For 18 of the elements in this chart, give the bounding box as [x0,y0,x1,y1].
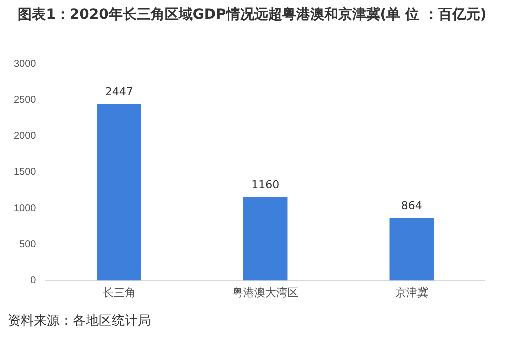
chart-title: 图表1：2020年长三角区域GDP情况远超粤港澳和京津冀(单 位 ：百亿元) [17,6,488,24]
text: 资料来源：各地区统计局 [8,313,151,330]
x-tick-label: 粤港澳大湾区 [232,286,299,300]
bar [244,196,288,281]
y-tick-label: 2500 [14,94,37,106]
bar [97,104,142,281]
data-label: 2447 [105,85,134,98]
y-tick-label: 500 [20,239,37,250]
x-tick-label: 长三角 [102,286,136,300]
bar [390,218,434,281]
y-tick-label: 1500 [14,167,37,178]
y-tick-label: 3000 [14,58,37,70]
y-tick-label: 1000 [14,203,37,214]
data-label: 1160 [252,178,280,192]
x-tick-label: 京津冀 [395,286,428,300]
data-label: 864 [401,200,422,213]
y-tick-label: 0 [30,276,37,287]
y-tick-label: 2000 [14,131,37,142]
